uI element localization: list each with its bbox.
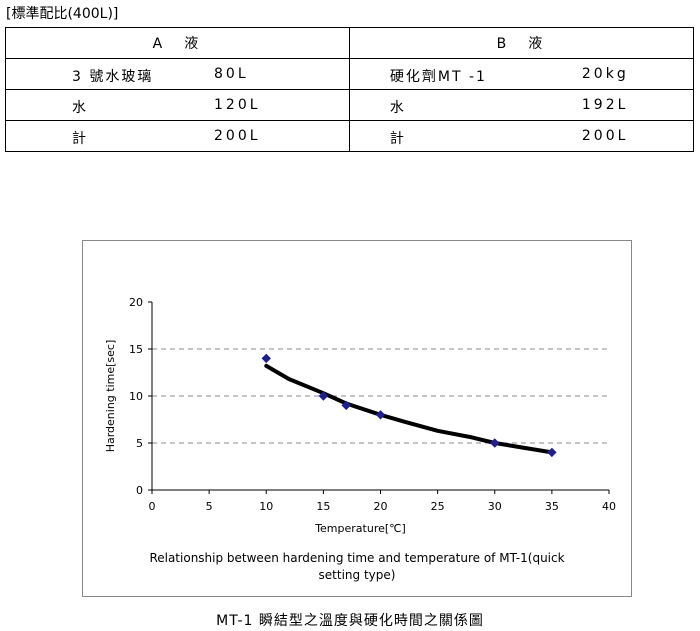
y-axis-label: Hardening time[sec]: [104, 340, 117, 453]
x-tick-label: 15: [316, 500, 330, 513]
hardening-time-chart: 0 5 10 15 20 25 30 35 40 0 5 10 15 20 Hardening time[…: [104, 296, 616, 535]
x-axis-label: Temperature[℃]: [314, 522, 406, 535]
b-value: 20kg: [581, 66, 629, 82]
header-b-liquid: B 液: [348, 27, 695, 59]
b-name: 計: [389, 131, 406, 147]
a-value: 200L: [214, 128, 261, 144]
chart-frame: 0 5 10 15 20 25 30 35 40 0 5 10 15 20 Hardening time[…: [82, 240, 632, 597]
chart-description-line-2: setting type): [318, 568, 396, 582]
table-header-row: A 液 B 液: [5, 27, 695, 59]
header-a-liquid: A 液: [5, 27, 350, 59]
x-tick-label: 35: [545, 500, 559, 513]
data-point: [375, 410, 386, 420]
y-tick-label: 15: [129, 343, 143, 356]
trend-line: [264, 363, 554, 455]
chart-description-line-1: Relationship between hardening time and …: [149, 551, 565, 565]
y-tick-label: 0: [136, 484, 143, 497]
data-point: [318, 391, 329, 401]
data-point: [261, 353, 271, 364]
a-name: 水: [72, 100, 88, 116]
mix-table: A 液 B 液 3 號水玻璃 80L 硬化劑MT -1 20kg 水 120L 水 19…: [5, 27, 695, 152]
x-tick-label: 20: [374, 500, 388, 513]
x-tick-label: 40: [602, 500, 616, 513]
data-point: [547, 447, 557, 458]
y-tick-label: 10: [129, 390, 143, 403]
x-tick-label: 30: [488, 500, 502, 513]
a-value: 120L: [214, 97, 261, 113]
mix-heading: [標準配比(400L)]: [6, 6, 119, 22]
b-value: 192L: [581, 97, 629, 113]
x-tick-label: 0: [149, 500, 156, 513]
figure-caption: MT-1 瞬結型之溫度與硬化時間之關係圖: [216, 613, 484, 629]
x-tick-label: 5: [206, 500, 213, 513]
b-name: 硬化劑MT -1: [389, 69, 487, 85]
table-row: 計 200L 計 200L: [5, 120, 695, 152]
x-tick-label: 10: [259, 500, 273, 513]
y-tick-label: 5: [136, 437, 143, 450]
b-name: 水: [389, 100, 406, 116]
data-point: [341, 400, 351, 411]
b-value: 200L: [581, 128, 629, 144]
a-value: 80L: [214, 66, 249, 82]
table-row: 3 號水玻璃 80L 硬化劑MT -1 20kg: [5, 58, 695, 90]
x-tick-label: 25: [431, 500, 445, 513]
table-row: 水 120L 水 192L: [5, 89, 695, 121]
a-name: 3 號水玻璃: [72, 69, 154, 85]
data-point: [490, 438, 500, 448]
a-name: 計: [72, 131, 88, 147]
y-tick-label: 20: [129, 296, 143, 309]
